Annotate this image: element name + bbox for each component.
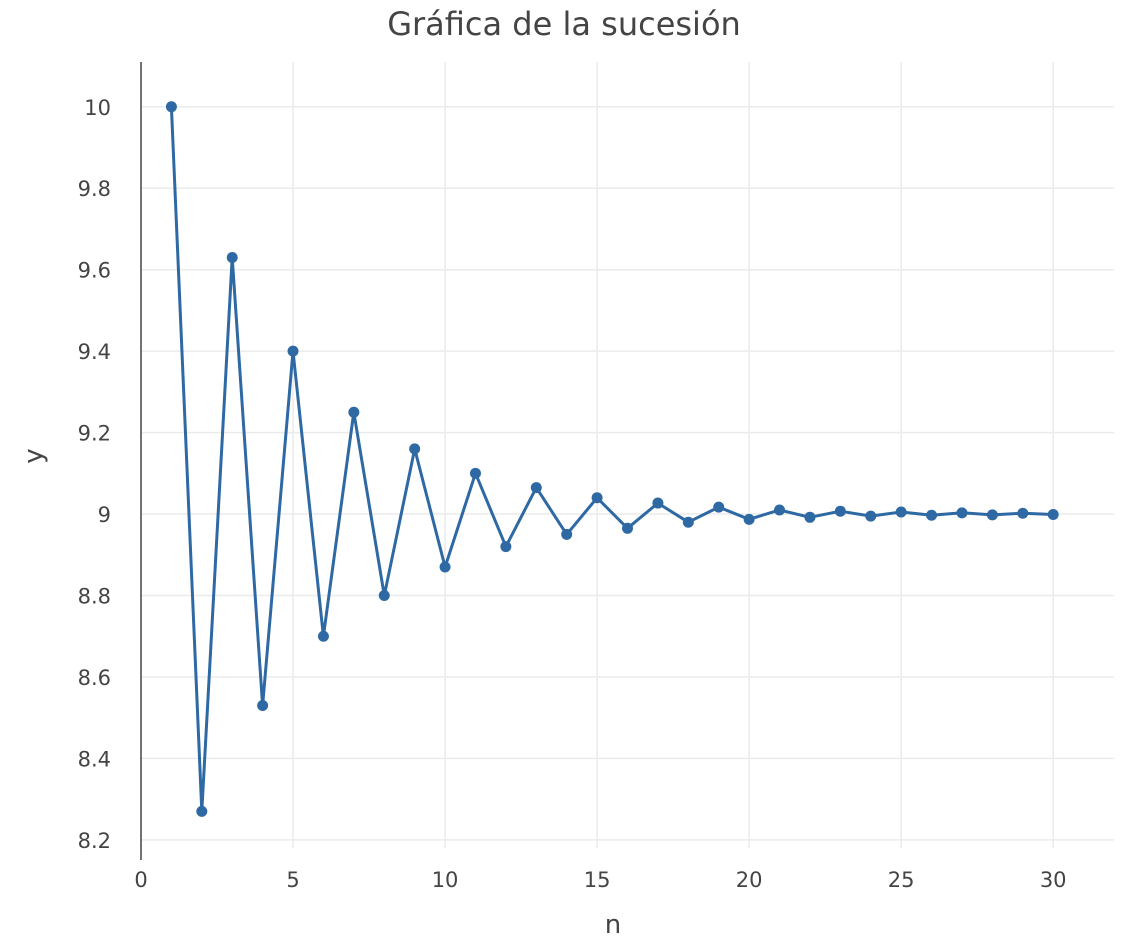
data-point bbox=[622, 522, 633, 534]
data-point bbox=[743, 513, 755, 525]
data-point bbox=[713, 501, 725, 513]
data-point bbox=[804, 511, 816, 523]
x-tick-label: 20 bbox=[736, 868, 763, 892]
y-tick-label: 8.4 bbox=[78, 747, 111, 771]
x-tick-label: 10 bbox=[432, 868, 459, 892]
data-point bbox=[956, 507, 968, 519]
series-markers bbox=[165, 101, 1059, 817]
data-point bbox=[165, 101, 177, 113]
y-tick-label: 9.8 bbox=[78, 177, 111, 201]
y-tick-label: 9.6 bbox=[78, 259, 111, 283]
y-tick-labels: 8.2 8.4 8.6 8.8 9 9.2 9.4 9.6 9.8 10 bbox=[78, 96, 111, 853]
x-tick-label: 25 bbox=[888, 868, 915, 892]
data-point bbox=[348, 406, 360, 418]
x-axis-label: n bbox=[605, 910, 621, 940]
y-tick-label: 8.2 bbox=[78, 829, 111, 853]
data-point bbox=[317, 630, 329, 642]
x-tick-label: 15 bbox=[584, 868, 611, 892]
x-tick-label: 30 bbox=[1040, 868, 1067, 892]
data-point bbox=[591, 492, 603, 504]
y-tick-label: 9.4 bbox=[78, 340, 111, 364]
data-point bbox=[1017, 507, 1029, 519]
x-tick-labels: 0 5 10 15 20 25 30 bbox=[134, 868, 1066, 892]
y-tick-label: 9 bbox=[98, 503, 111, 527]
data-point bbox=[409, 443, 421, 455]
y-axis-label: y bbox=[19, 448, 49, 463]
y-tick-label: 9.2 bbox=[78, 422, 111, 446]
data-point bbox=[561, 528, 573, 540]
data-point bbox=[378, 590, 390, 602]
data-point bbox=[986, 509, 998, 521]
data-point bbox=[196, 805, 208, 817]
chart-title: Gráfica de la sucesión bbox=[387, 5, 741, 43]
grid bbox=[141, 62, 1114, 848]
y-tick-label: 8.8 bbox=[78, 585, 111, 609]
data-point bbox=[530, 482, 542, 494]
x-tick-label: 0 bbox=[134, 868, 147, 892]
x-tick-label: 5 bbox=[286, 868, 299, 892]
data-point bbox=[774, 504, 786, 516]
data-point bbox=[1047, 508, 1059, 520]
data-point bbox=[865, 510, 877, 522]
data-point bbox=[652, 497, 664, 509]
data-point bbox=[500, 541, 512, 553]
data-point bbox=[682, 516, 694, 528]
data-point bbox=[469, 467, 481, 479]
data-point bbox=[257, 699, 269, 711]
data-point bbox=[895, 506, 907, 518]
data-point bbox=[226, 251, 238, 263]
y-tick-label: 10 bbox=[84, 96, 111, 120]
series-line bbox=[169, 106, 1054, 813]
data-point bbox=[439, 561, 451, 573]
y-tick-label: 8.6 bbox=[78, 666, 111, 690]
data-point bbox=[834, 505, 846, 517]
data-point bbox=[926, 509, 938, 521]
data-point bbox=[287, 345, 299, 357]
